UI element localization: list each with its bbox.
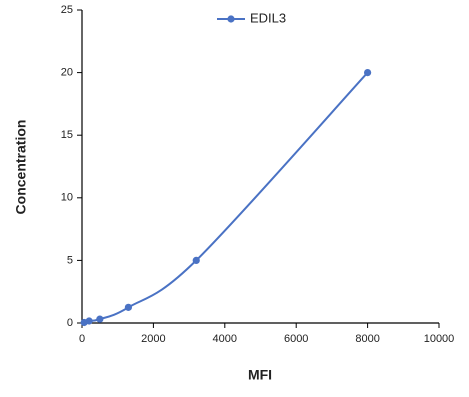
point	[96, 315, 104, 323]
point	[124, 303, 133, 311]
y-tick-label: 10	[61, 192, 73, 204]
x-tick-label: 4000	[213, 333, 237, 345]
legend-marker	[227, 15, 235, 23]
y-tick-label: 0	[67, 317, 73, 329]
y-tick-label: 20	[61, 67, 73, 79]
x-tick-label: 2000	[141, 333, 165, 345]
point	[364, 69, 372, 77]
x-axis-label: MFI	[248, 367, 272, 383]
x-tick-label: 6000	[284, 333, 308, 345]
series-line	[83, 71, 369, 324]
legend-label: EDIL3	[250, 10, 286, 25]
y-tick-label: 15	[61, 129, 73, 141]
point	[85, 317, 93, 325]
point	[192, 256, 200, 264]
y-tick-label: 25	[61, 4, 73, 16]
y-tick-label: 5	[67, 254, 73, 266]
x-tick-label: 8000	[355, 333, 379, 345]
x-tick-label: 0	[79, 333, 85, 345]
x-tick-label: 10000	[424, 333, 455, 345]
y-axis-label: Concentration	[13, 120, 29, 215]
